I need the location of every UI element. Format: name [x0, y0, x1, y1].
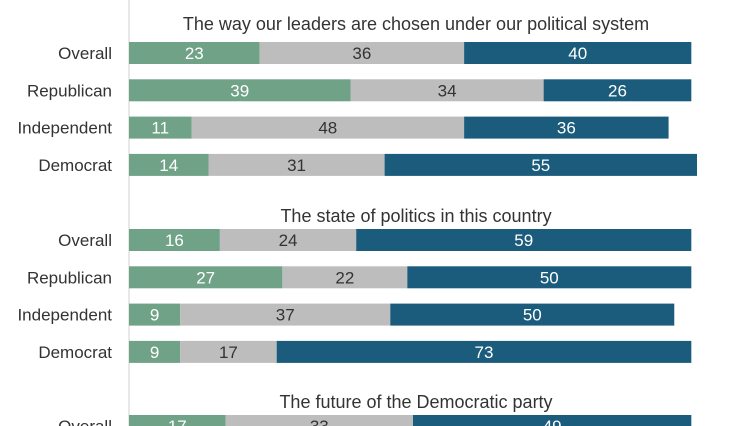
data-label: 55: [531, 156, 550, 175]
data-label: 49: [543, 417, 562, 426]
data-label: 48: [318, 119, 337, 138]
bar-segment: [356, 229, 692, 251]
data-label: 11: [151, 119, 169, 138]
row-label: Independent: [17, 306, 112, 325]
data-label: 50: [540, 268, 559, 287]
data-label: 9: [150, 306, 159, 325]
bar-segment: [219, 229, 357, 251]
bar-segment: [390, 303, 675, 326]
bar-segment: [129, 303, 181, 326]
bar-segment: [276, 340, 692, 363]
row-label: Independent: [17, 119, 112, 138]
bar-segment: [350, 79, 544, 102]
bar-segment: [129, 153, 209, 176]
panel-title: The way our leaders are chosen under our…: [183, 14, 649, 34]
bar-segment: [413, 415, 692, 426]
data-label: 16: [165, 231, 184, 250]
row-label: Democrat: [38, 156, 112, 175]
data-label: 22: [335, 268, 354, 287]
data-label: 17: [168, 417, 187, 426]
bar-segment: [259, 42, 465, 64]
data-label: 50: [523, 306, 542, 325]
data-label: 24: [279, 231, 298, 250]
data-label: 37: [276, 306, 295, 325]
data-label: 36: [352, 44, 371, 63]
row-label: Overall: [58, 44, 112, 63]
data-label: 9: [150, 343, 159, 362]
bar-segment: [407, 266, 692, 289]
row-label: Republican: [27, 81, 112, 100]
bar-segment: [282, 266, 408, 289]
bar-segment: [464, 42, 692, 64]
data-label: 31: [287, 156, 306, 175]
data-label: 36: [557, 119, 576, 138]
data-label: 23: [185, 44, 204, 63]
bar-segment: [129, 79, 351, 102]
bar-segment: [543, 79, 692, 102]
data-label: 59: [514, 231, 533, 250]
bar-segment: [191, 116, 465, 139]
bar-segment: [129, 42, 260, 64]
data-label: 33: [310, 417, 329, 426]
bar-segment: [129, 415, 226, 426]
row-label: Republican: [27, 268, 112, 287]
bar-segment: [129, 229, 220, 251]
data-label: 17: [219, 343, 238, 362]
data-label: 73: [475, 343, 494, 362]
panel-title: The state of politics in this country: [280, 206, 551, 226]
bar-segment: [464, 116, 669, 139]
panel-title: The future of the Democratic party: [279, 392, 552, 412]
row-label: Democrat: [38, 343, 112, 362]
bar-segment: [129, 340, 181, 363]
bar-segment: [225, 415, 413, 426]
row-label: Overall: [58, 231, 112, 250]
bar-segment: [384, 153, 697, 176]
data-label: 14: [159, 156, 178, 175]
data-label: 27: [196, 268, 215, 287]
data-label: 26: [608, 81, 627, 100]
bar-segment: [180, 340, 277, 363]
bar-segment: [129, 116, 192, 139]
data-label: 34: [438, 81, 457, 100]
data-label: 39: [230, 81, 249, 100]
bar-segment: [129, 266, 283, 289]
bar-segment: [180, 303, 391, 326]
data-label: 40: [568, 44, 587, 63]
bar-segment: [208, 153, 385, 176]
row-label: Overall: [58, 417, 112, 426]
